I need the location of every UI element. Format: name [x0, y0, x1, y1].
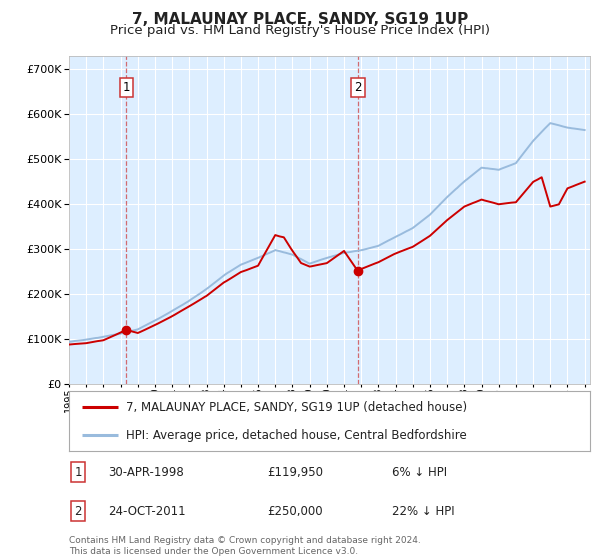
Text: Price paid vs. HM Land Registry's House Price Index (HPI): Price paid vs. HM Land Registry's House … [110, 24, 490, 36]
Text: 6% ↓ HPI: 6% ↓ HPI [392, 465, 447, 479]
Text: 1: 1 [74, 465, 82, 479]
Text: 7, MALAUNAY PLACE, SANDY, SG19 1UP: 7, MALAUNAY PLACE, SANDY, SG19 1UP [132, 12, 468, 27]
Text: 2: 2 [74, 505, 82, 518]
Text: HPI: Average price, detached house, Central Bedfordshire: HPI: Average price, detached house, Cent… [126, 428, 467, 441]
Text: 7, MALAUNAY PLACE, SANDY, SG19 1UP (detached house): 7, MALAUNAY PLACE, SANDY, SG19 1UP (deta… [126, 401, 467, 414]
Text: 2: 2 [354, 81, 362, 94]
Text: £119,950: £119,950 [267, 465, 323, 479]
Text: £250,000: £250,000 [267, 505, 323, 518]
Text: Contains HM Land Registry data © Crown copyright and database right 2024.
This d: Contains HM Land Registry data © Crown c… [69, 536, 421, 556]
Text: 22% ↓ HPI: 22% ↓ HPI [392, 505, 455, 518]
Text: 24-OCT-2011: 24-OCT-2011 [108, 505, 185, 518]
Text: 30-APR-1998: 30-APR-1998 [108, 465, 184, 479]
Text: 1: 1 [122, 81, 130, 94]
